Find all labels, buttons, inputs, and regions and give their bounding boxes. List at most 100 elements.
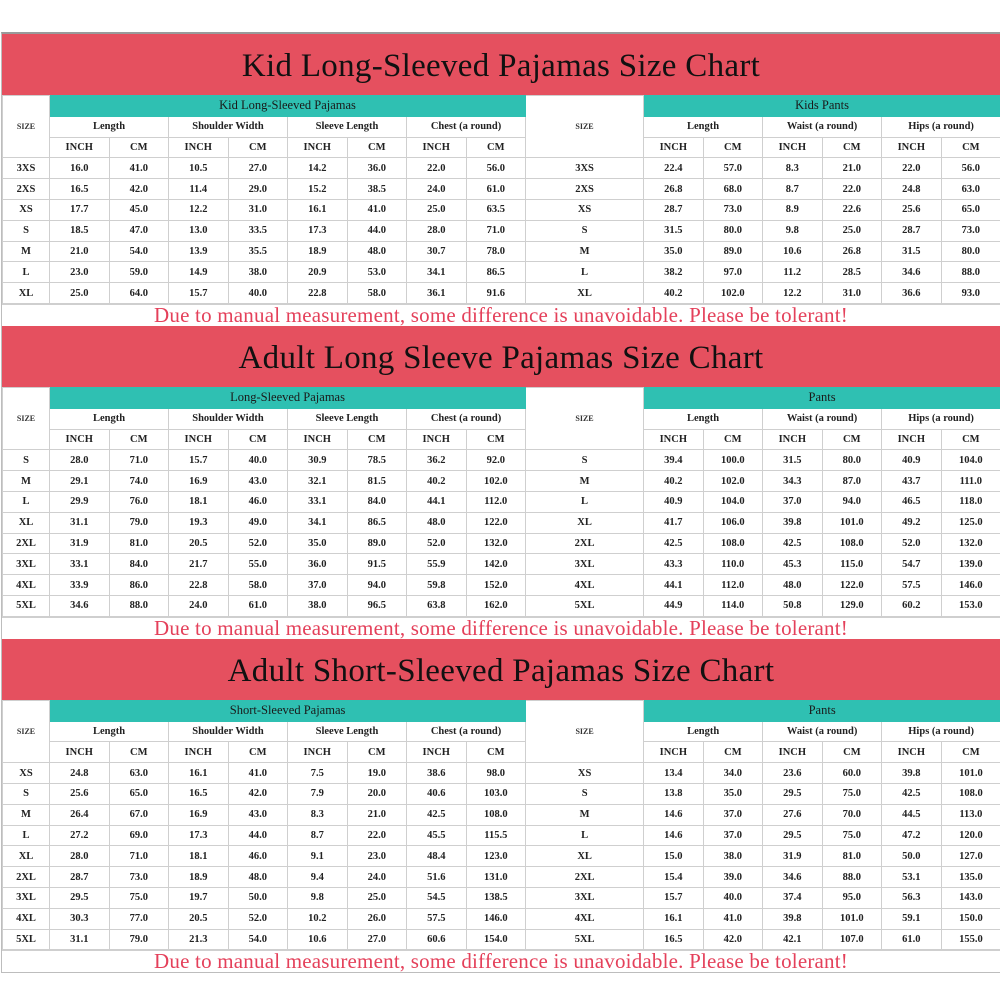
value-cell: 31.9 — [762, 845, 823, 868]
value-cell: 24.0 — [406, 178, 467, 200]
value-cell: 55.0 — [227, 553, 288, 576]
value-cell: 15.7 — [643, 886, 704, 909]
value-cell: 16.5 — [643, 928, 704, 951]
column-group-header: Chest (a round) — [405, 407, 527, 430]
value-cell: 46.5 — [881, 490, 942, 513]
header-row-title: SIZE Kid Long-Sleeved Pajamas SIZE Kids Pan… — [2, 94, 1000, 159]
value-cell: 12.2 — [762, 282, 823, 304]
value-cell: 38.6 — [406, 762, 467, 784]
unit-header: INCH — [762, 428, 823, 451]
value-cell: 28.0 — [49, 449, 110, 472]
value-cell: 56.0 — [465, 157, 527, 180]
value-cell: 15.7 — [168, 449, 229, 472]
value-cell: 139.0 — [940, 553, 1000, 576]
value-cell: 80.0 — [821, 449, 883, 472]
size-cell: 3XL — [2, 886, 50, 909]
section-title: Adult Short-Sleeved Pajamas Size Chart — [2, 638, 1000, 700]
value-cell: 34.3 — [762, 470, 823, 492]
column-group-header: Shoulder Width — [168, 407, 288, 430]
value-cell: 101.0 — [940, 762, 1000, 784]
header-row-groups: Length Shoulder Width Sleeve Length Chest (… — [3, 115, 1000, 138]
value-cell: 36.1 — [406, 282, 467, 304]
unit-header: CM — [227, 136, 288, 159]
value-cell: 22.0 — [406, 157, 467, 180]
value-cell: 34.0 — [702, 762, 764, 784]
value-cell: 111.0 — [940, 470, 1000, 492]
value-cell: 61.0 — [881, 928, 942, 951]
value-cell: 43.0 — [227, 803, 288, 826]
value-cell: 21.7 — [168, 553, 229, 576]
value-cell: 8.7 — [762, 178, 823, 200]
value-cell: 108.0 — [702, 532, 764, 555]
value-cell: 41.0 — [702, 907, 764, 930]
value-cell: 16.1 — [287, 198, 348, 221]
value-cell: 43.0 — [227, 470, 288, 492]
value-cell: 24.0 — [168, 594, 229, 617]
column-group-header: Sleeve Length — [287, 407, 407, 430]
value-cell: 61.0 — [465, 178, 527, 200]
value-cell: 13.0 — [168, 219, 229, 242]
value-cell: 20.5 — [168, 532, 229, 555]
value-cell: 23.0 — [49, 261, 110, 284]
value-cell: 22.0 — [346, 824, 407, 847]
value-cell: 22.0 — [821, 178, 883, 200]
size-cell: M — [2, 470, 50, 492]
value-cell: 20.9 — [287, 261, 348, 284]
value-cell: 12.2 — [168, 198, 229, 221]
value-cell: 115.5 — [465, 824, 527, 847]
unit-header: INCH — [287, 428, 348, 451]
table-name: Short-Sleeved Pajamas — [48, 699, 527, 722]
value-cell: 24.8 — [49, 762, 110, 784]
size-cell: 4XL — [2, 907, 50, 930]
value-cell: 68.0 — [702, 178, 764, 200]
value-cell: 58.0 — [346, 282, 407, 304]
value-cell: 42.5 — [881, 782, 942, 805]
value-cell: 146.0 — [940, 574, 1000, 596]
value-cell: 104.0 — [940, 449, 1000, 472]
value-cell: 18.9 — [168, 866, 229, 888]
header-row-title: SIZE Short-Sleeved Pajamas SIZE Pants — [2, 699, 1000, 764]
value-cell: 28.5 — [821, 261, 883, 284]
value-cell: 18.1 — [168, 845, 229, 868]
value-cell: 26.4 — [49, 803, 110, 826]
value-cell: 40.0 — [227, 282, 288, 304]
value-cell: 54.5 — [406, 886, 467, 909]
value-cell: 63.8 — [406, 594, 467, 617]
value-cell: 73.0 — [108, 866, 169, 888]
value-cell: 39.8 — [762, 511, 823, 534]
value-cell: 65.0 — [940, 198, 1000, 221]
size-cell: XL — [2, 282, 50, 304]
value-cell: 17.3 — [168, 824, 229, 847]
value-cell: 52.0 — [227, 907, 288, 930]
column-group-header: Length — [643, 720, 764, 743]
value-cell: 41.0 — [108, 157, 169, 180]
value-cell: 102.0 — [702, 470, 764, 492]
table-name: Kids Pants — [643, 95, 1000, 117]
size-cell: 3XL — [525, 553, 645, 576]
value-cell: 40.0 — [702, 886, 764, 909]
unit-header: INCH — [762, 136, 823, 159]
value-cell: 22.8 — [287, 282, 348, 304]
value-cell: 54.0 — [108, 240, 169, 263]
value-cell: 21.3 — [168, 928, 229, 951]
value-cell: 77.0 — [108, 907, 169, 930]
header-row-title: SIZE Long-Sleeved Pajamas SIZE Pants — [2, 386, 1000, 451]
unit-header: CM — [465, 428, 527, 451]
value-cell: 42.0 — [702, 928, 764, 951]
header-row-groups: Length Shoulder Width Sleeve Length Chest (… — [3, 407, 1000, 430]
column-group-header: Sleeve Length — [287, 720, 407, 743]
value-cell: 44.1 — [406, 490, 467, 513]
value-cell: 26.8 — [643, 178, 704, 200]
size-header: SIZE — [2, 386, 50, 451]
value-cell: 32.1 — [287, 470, 348, 492]
value-cell: 41.0 — [346, 198, 407, 221]
value-cell: 53.1 — [881, 866, 942, 888]
table-row: S 18.5 47.0 13.0 33.5 17.3 44.0 28.0 71.0 S 31.5 80… — [2, 219, 1000, 242]
value-cell: 112.0 — [702, 574, 764, 596]
size-cell: 3XL — [525, 886, 645, 909]
column-group-header: Hips (a round) — [881, 720, 1000, 743]
value-cell: 112.0 — [465, 490, 527, 513]
size-table: SIZE Kid Long-Sleeved Pajamas SIZE Kids Pan… — [2, 94, 1000, 304]
value-cell: 22.0 — [881, 157, 942, 180]
tolerance-note: Due to manual measurement, some differen… — [2, 616, 1000, 639]
